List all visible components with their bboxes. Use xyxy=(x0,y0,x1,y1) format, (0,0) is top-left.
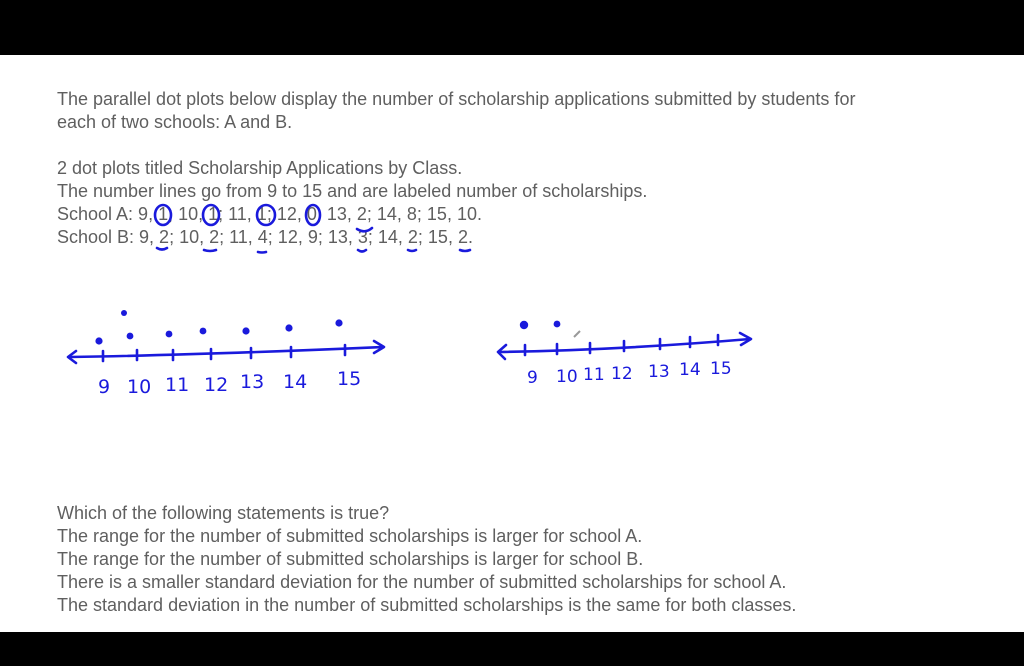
pencil-mark xyxy=(573,330,581,338)
tick-label: 10 xyxy=(127,376,151,398)
handwritten-sketch: 9 10 11 12 13 14 15 9 10 11 12 13 14 15 xyxy=(66,203,753,398)
arrow-left-b xyxy=(496,343,508,361)
dots-a xyxy=(95,310,343,345)
school-b-data: School B: 9, 2; 10, 2; 11, 4; 12, 9; 13,… xyxy=(57,227,473,247)
tick-label: 14 xyxy=(679,360,701,380)
tick-label: 11 xyxy=(165,374,189,396)
tick-label: 15 xyxy=(710,359,732,379)
ticks-b xyxy=(523,333,720,357)
tick-label: 15 xyxy=(337,368,361,390)
arrow-right-b xyxy=(738,331,753,347)
tick-label: 13 xyxy=(648,362,670,382)
description-axis: The number lines go from 9 to 15 and are… xyxy=(57,181,648,201)
dots-b xyxy=(519,320,561,330)
option-1: The range for the number of submitted sc… xyxy=(57,526,643,546)
option-4: The standard deviation in the number of … xyxy=(57,595,797,615)
tick-label: 11 xyxy=(583,365,605,385)
dot-plot-b: 9 10 11 12 13 14 15 xyxy=(496,320,753,388)
tick-label: 12 xyxy=(204,374,228,396)
tick-label: 14 xyxy=(283,371,307,393)
tick-label: 12 xyxy=(611,364,633,384)
arrow-left-a xyxy=(66,349,78,365)
tick-label: 9 xyxy=(98,376,110,398)
tick-label: 10 xyxy=(556,367,578,387)
tick-labels-a: 9 10 11 12 13 14 15 xyxy=(98,368,361,398)
document-page: The parallel dot plots below display the… xyxy=(0,55,1024,632)
tick-label: 9 xyxy=(527,368,538,388)
option-2: The range for the number of submitted sc… xyxy=(57,549,644,569)
ticks-a xyxy=(101,343,347,363)
underline-annotations xyxy=(155,246,472,254)
description-title: 2 dot plots titled Scholarship Applicati… xyxy=(57,158,463,178)
tick-label: 13 xyxy=(240,371,264,393)
option-3: There is a smaller standard deviation fo… xyxy=(57,572,787,592)
dot-plot-a: 9 10 11 12 13 14 15 xyxy=(66,310,386,398)
intro-line-2: each of two schools: A and B. xyxy=(57,112,293,132)
school-a-data: School A: 9, 1; 10, 1; 11, 1; 12, 0; 13,… xyxy=(57,204,482,224)
question: Which of the following statements is tru… xyxy=(57,503,390,523)
intro-line-1: The parallel dot plots below display the… xyxy=(57,89,856,109)
tick-labels-b: 9 10 11 12 13 14 15 xyxy=(527,359,732,388)
number-line-a xyxy=(68,345,385,359)
arrow-right-a xyxy=(372,339,386,355)
circle-annotations xyxy=(153,203,374,233)
